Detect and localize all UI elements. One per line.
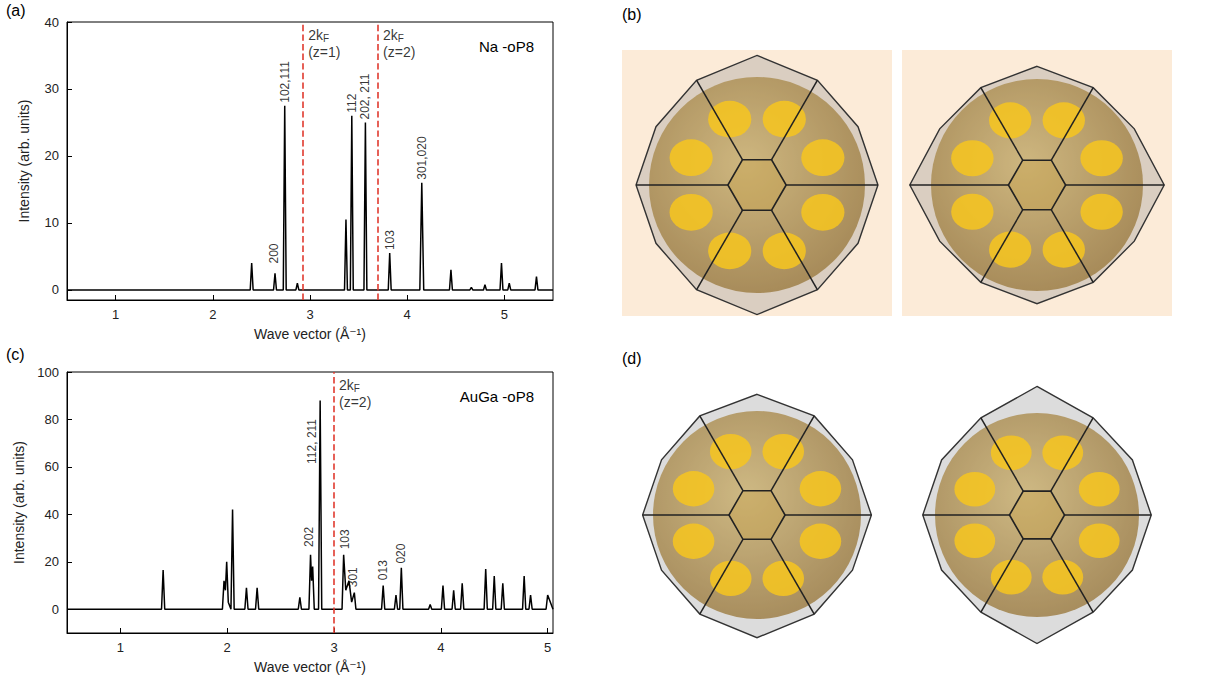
svg-text:013: 013 — [376, 560, 390, 580]
svg-text:(a): (a) — [6, 2, 26, 19]
svg-text:AuGa -oP8: AuGa -oP8 — [460, 388, 534, 405]
svg-text:3: 3 — [330, 640, 337, 655]
svg-text:2k: 2k — [308, 27, 324, 43]
svg-text:40: 40 — [45, 507, 59, 522]
svg-text:Wave vector (Å⁻¹): Wave vector (Å⁻¹) — [254, 659, 366, 675]
svg-text:2k: 2k — [339, 377, 355, 393]
svg-text:(c): (c) — [6, 346, 25, 363]
svg-text:(z=2): (z=2) — [339, 394, 371, 410]
svg-text:Intensity (arb. units): Intensity (arb. units) — [11, 441, 27, 564]
svg-text:5: 5 — [501, 307, 508, 322]
svg-text:10: 10 — [45, 215, 59, 230]
svg-text:80: 80 — [45, 412, 59, 427]
svg-text:2: 2 — [209, 307, 216, 322]
svg-text:020: 020 — [394, 543, 408, 563]
svg-text:1: 1 — [112, 307, 119, 322]
svg-text:4: 4 — [404, 307, 411, 322]
svg-text:0: 0 — [52, 602, 59, 617]
svg-text:Intensity (arb. units): Intensity (arb. units) — [16, 100, 32, 223]
svg-text:40: 40 — [45, 15, 59, 30]
svg-text:(z=1): (z=1) — [308, 44, 340, 60]
svg-text:301,020: 301,020 — [415, 136, 429, 180]
svg-text:4: 4 — [437, 640, 444, 655]
svg-text:103: 103 — [338, 529, 352, 549]
svg-text:Wave vector (Å⁻¹): Wave vector (Å⁻¹) — [254, 326, 366, 342]
svg-text:100: 100 — [37, 365, 59, 380]
svg-text:5: 5 — [544, 640, 551, 655]
svg-text:F: F — [354, 383, 360, 394]
svg-text:112, 211: 112, 211 — [305, 419, 319, 464]
svg-text:103: 103 — [383, 230, 397, 250]
svg-text:202, 211: 202, 211 — [358, 73, 372, 119]
svg-text:F: F — [323, 33, 329, 44]
svg-text:20: 20 — [45, 554, 59, 569]
svg-text:60: 60 — [45, 459, 59, 474]
svg-text:(d): (d) — [622, 350, 642, 367]
svg-text:102,111: 102,111 — [278, 61, 292, 103]
svg-text:200: 200 — [267, 243, 281, 263]
svg-text:1: 1 — [117, 640, 124, 655]
svg-text:(z=2): (z=2) — [383, 44, 415, 60]
svg-text:202: 202 — [302, 527, 316, 547]
svg-text:2: 2 — [224, 640, 231, 655]
svg-text:2k: 2k — [383, 27, 399, 43]
svg-text:F: F — [398, 33, 404, 44]
svg-text:30: 30 — [45, 81, 59, 96]
svg-text:0: 0 — [52, 282, 59, 297]
svg-text:20: 20 — [45, 148, 59, 163]
svg-text:301: 301 — [346, 567, 361, 588]
svg-text:112: 112 — [345, 93, 359, 112]
svg-text:3: 3 — [306, 307, 313, 322]
svg-text:(b): (b) — [622, 6, 642, 23]
svg-text:Na -oP8: Na -oP8 — [479, 38, 534, 55]
